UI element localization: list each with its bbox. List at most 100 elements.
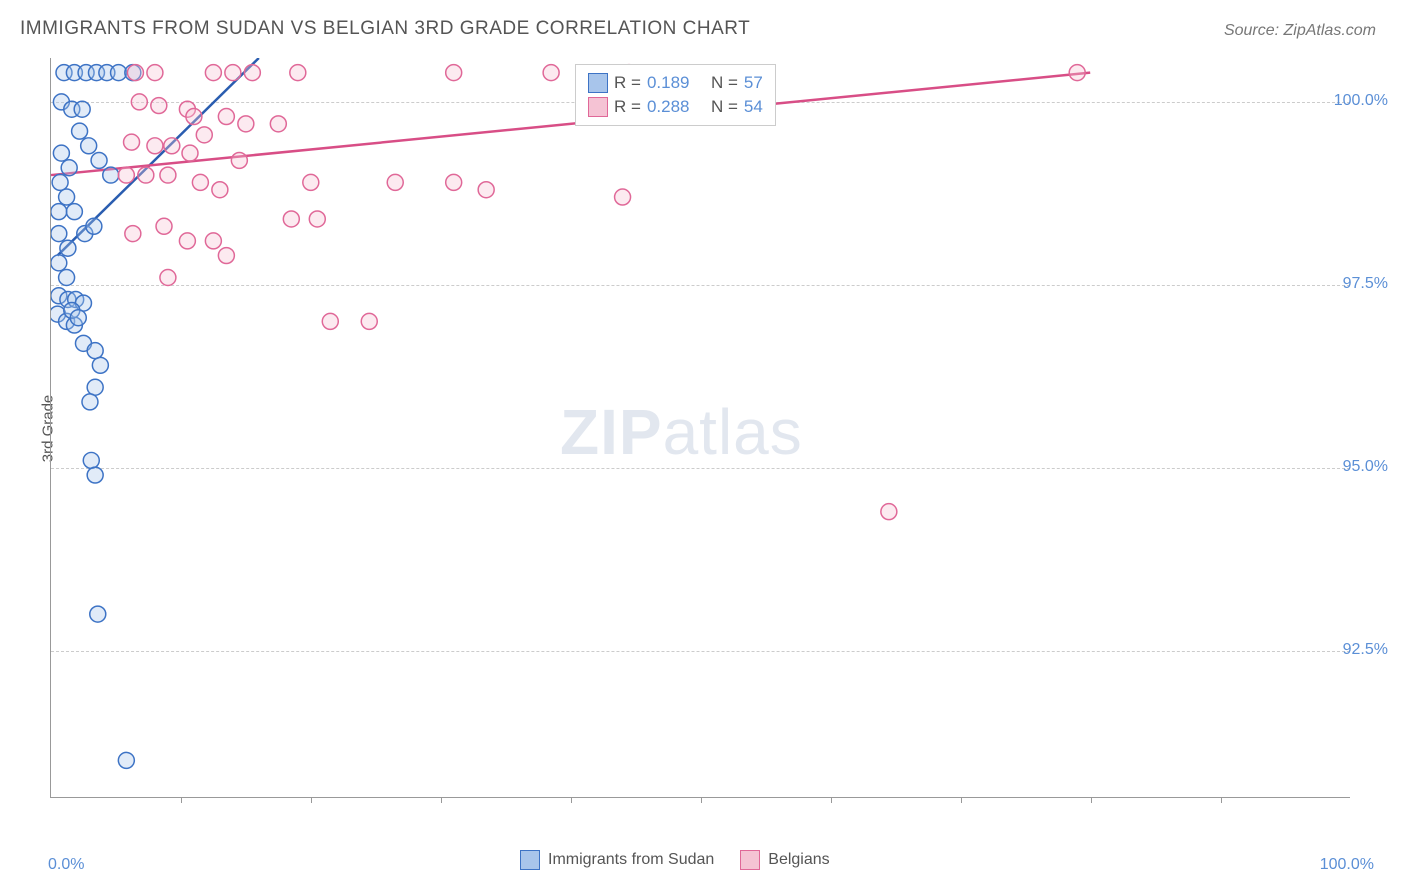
x-tick-mark — [571, 797, 572, 803]
scatter-point — [61, 160, 77, 176]
legend-swatch-icon — [520, 850, 540, 870]
scatter-point — [66, 204, 82, 220]
scatter-point — [322, 313, 338, 329]
scatter-point — [151, 98, 167, 114]
scatter-point — [51, 226, 67, 242]
plot-area — [50, 58, 1350, 798]
scatter-point — [87, 379, 103, 395]
legend-stats-row: R = 0.189 N = 57 — [588, 71, 763, 95]
scatter-point — [147, 65, 163, 81]
legend-swatch-icon — [588, 73, 608, 93]
r-label: R = — [614, 97, 641, 117]
scatter-point — [131, 94, 147, 110]
scatter-point — [59, 189, 75, 205]
scatter-point — [179, 233, 195, 249]
scatter-point — [53, 145, 69, 161]
scatter-point — [225, 65, 241, 81]
scatter-point — [51, 255, 67, 271]
scatter-point — [446, 174, 462, 190]
r-value: 0.189 — [647, 73, 705, 93]
scatter-point — [156, 218, 172, 234]
scatter-point — [238, 116, 254, 132]
scatter-point — [361, 313, 377, 329]
scatter-point — [270, 116, 286, 132]
scatter-point — [103, 167, 119, 183]
r-label: R = — [614, 73, 641, 93]
legend-series: Immigrants from Sudan Belgians — [520, 850, 830, 870]
scatter-point — [51, 204, 67, 220]
scatter-point — [283, 211, 299, 227]
scatter-point — [90, 606, 106, 622]
scatter-point — [118, 752, 134, 768]
x-axis-max-label: 100.0% — [1320, 856, 1374, 874]
scatter-point — [881, 504, 897, 520]
source-label: Source: — [1224, 22, 1284, 39]
scatter-point — [446, 65, 462, 81]
scatter-point — [231, 152, 247, 168]
source-attribution: Source: ZipAtlas.com — [1224, 22, 1376, 40]
legend-swatch-icon — [740, 850, 760, 870]
trend-line — [51, 73, 1090, 175]
scatter-point — [164, 138, 180, 154]
scatter-point — [196, 127, 212, 143]
x-tick-mark — [831, 797, 832, 803]
scatter-point — [83, 452, 99, 468]
x-tick-mark — [181, 797, 182, 803]
scatter-point — [127, 65, 143, 81]
scatter-point — [160, 270, 176, 286]
x-axis-min-label: 0.0% — [48, 856, 84, 874]
x-tick-mark — [961, 797, 962, 803]
x-tick-mark — [701, 797, 702, 803]
scatter-point — [212, 182, 228, 198]
scatter-point — [92, 357, 108, 373]
scatter-point — [615, 189, 631, 205]
scatter-point — [478, 182, 494, 198]
n-label: N = — [711, 73, 738, 93]
x-tick-mark — [311, 797, 312, 803]
scatter-point — [70, 310, 86, 326]
r-value: 0.288 — [647, 97, 705, 117]
n-value: 54 — [744, 97, 763, 117]
scatter-point — [218, 109, 234, 125]
scatter-point — [72, 123, 88, 139]
scatter-point — [244, 65, 260, 81]
scatter-point — [86, 218, 102, 234]
legend-series-label: Immigrants from Sudan — [548, 851, 714, 869]
scatter-point — [118, 167, 134, 183]
scatter-point — [91, 152, 107, 168]
scatter-chart-svg — [51, 58, 1350, 797]
scatter-point — [124, 134, 140, 150]
legend-swatch-icon — [588, 97, 608, 117]
scatter-point — [218, 248, 234, 264]
scatter-point — [82, 394, 98, 410]
x-tick-mark — [441, 797, 442, 803]
scatter-point — [186, 109, 202, 125]
scatter-point — [160, 167, 176, 183]
legend-series-item: Immigrants from Sudan — [520, 850, 714, 870]
scatter-point — [125, 226, 141, 242]
scatter-point — [205, 233, 221, 249]
scatter-point — [192, 174, 208, 190]
source-value: ZipAtlas.com — [1284, 22, 1376, 39]
scatter-point — [290, 65, 306, 81]
scatter-point — [52, 174, 68, 190]
x-tick-mark — [1091, 797, 1092, 803]
scatter-point — [60, 240, 76, 256]
scatter-point — [87, 343, 103, 359]
legend-series-label: Belgians — [768, 851, 829, 869]
scatter-point — [59, 270, 75, 286]
n-label: N = — [711, 97, 738, 117]
scatter-point — [1069, 65, 1085, 81]
scatter-point — [309, 211, 325, 227]
chart-title: IMMIGRANTS FROM SUDAN VS BELGIAN 3RD GRA… — [20, 18, 750, 40]
scatter-point — [87, 467, 103, 483]
scatter-point — [81, 138, 97, 154]
scatter-point — [205, 65, 221, 81]
legend-stats-row: R = 0.288 N = 54 — [588, 95, 763, 119]
scatter-point — [138, 167, 154, 183]
n-value: 57 — [744, 73, 763, 93]
x-tick-mark — [1221, 797, 1222, 803]
scatter-point — [74, 101, 90, 117]
scatter-point — [387, 174, 403, 190]
scatter-point — [303, 174, 319, 190]
